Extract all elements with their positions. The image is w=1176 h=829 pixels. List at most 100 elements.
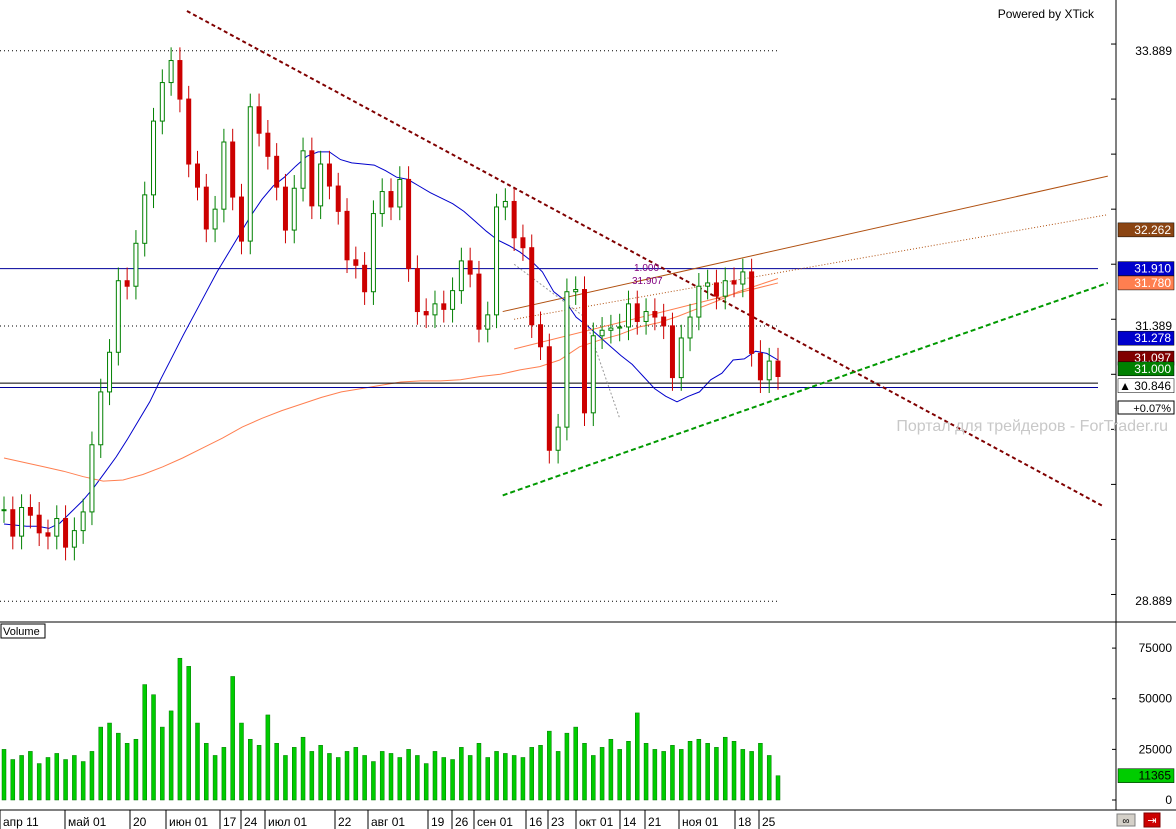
date-tick-label: 23 [551,815,565,829]
candle-body [643,311,649,322]
exit-button[interactable] [1143,812,1161,828]
candle-body [274,155,280,188]
candle-body [432,303,438,316]
date-tick-label: 17 [223,815,237,829]
candlesticks [1,47,781,561]
date-tick-label: 21 [648,815,662,829]
volume-bar [529,747,534,801]
volume-bar [1,749,7,801]
volume-tick-label: 25000 [1139,742,1173,756]
date-tick-label: 18 [738,815,752,829]
date-tick-label: 19 [431,815,445,829]
candle-body [10,509,16,537]
candle-body [238,196,244,242]
candle-body [634,303,640,322]
candle-body [115,280,121,353]
volume-bar [300,736,306,801]
candle-body [142,194,148,244]
candle-body [370,213,376,293]
volume-bar [670,745,675,801]
date-tick-label: окт 01 [579,815,614,829]
candle-body [652,311,658,318]
moving-averages [3,151,779,529]
candle-body [282,186,288,231]
volume-bar [10,759,16,801]
candle-body [71,530,77,548]
volume-bar [714,747,719,801]
volume-bar [151,694,156,801]
candle-body [590,335,596,414]
price-tag-label: 31.278 [1134,331,1171,345]
ma-fast-line [3,151,779,529]
volume-bar [36,763,42,801]
volume-bar [204,743,209,801]
volume-bar [494,751,499,801]
volume-bar [749,751,754,801]
candle-body [36,514,42,534]
candle-body [27,507,33,516]
resistance-trendline [186,10,1104,508]
volume-bar [195,722,200,801]
volume-tick-label: 50000 [1139,692,1173,706]
watermark-top: Powered by XTick [998,7,1095,21]
price-tick-label: 28.889 [1135,594,1172,608]
candle-body [450,290,456,310]
candle-body [19,507,25,537]
candle-body [582,289,587,414]
date-tick-label: 26 [455,815,469,829]
volume-bar [520,757,526,801]
volume-bar [362,755,367,801]
volume-bar [599,747,605,801]
candle-body [124,280,130,287]
candle-body [379,191,385,215]
scroll-toggle-button[interactable] [1116,813,1136,827]
candle-body [766,360,772,381]
volume-bar [212,755,218,801]
candle-body [458,260,464,292]
candle-body [529,247,535,326]
zigzag-a [513,263,585,318]
support-trendline [502,281,1109,497]
candle-body [388,191,394,208]
volume-bar [116,732,121,801]
ma-slow-line [3,278,779,482]
volume-bar [467,755,473,801]
date-tick-label: ноя 01 [682,815,719,829]
candle-body [731,280,737,285]
volume-tick-label: 75000 [1139,641,1173,655]
candle-body [740,271,746,285]
candle-body [63,518,69,548]
channel-mid-line [514,214,1108,320]
volume-bar [564,732,570,801]
candle-body [749,271,755,354]
candle-body [494,206,500,316]
volume-bar [63,759,68,801]
volume-bar [406,749,411,801]
volume-bar [292,747,297,801]
candle-body [89,444,95,513]
volume-bar [740,749,746,801]
volume-bar [415,755,420,801]
watermark-center: Портал для трейдеров - ForTrader.ru [896,418,1168,435]
date-tick-label: май 01 [68,815,107,829]
candle-body [54,518,60,537]
candle-body [555,426,561,451]
volume-bar [80,761,86,801]
volume-last-label: 11365 [1139,769,1172,783]
candle-body [423,311,429,316]
candle-body [713,282,719,297]
price-tag-box [1117,275,1175,291]
candle-body [344,210,350,261]
volume-bar [248,738,253,801]
volume-bar [722,736,728,801]
candle-body [669,325,675,379]
candle-body [80,511,86,532]
zigzag-b [584,316,621,419]
volume-bar [661,751,666,801]
volume-bar [573,726,578,801]
price-axis-ticks: 33.889 31.389 28.889 [1135,44,1172,608]
candle-body [195,163,200,188]
volume-last-tag [1117,768,1175,783]
